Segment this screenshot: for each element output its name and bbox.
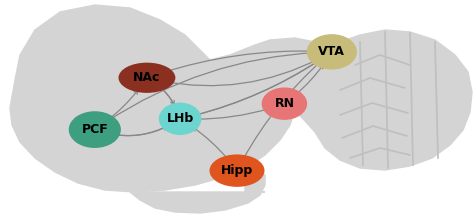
Polygon shape [10,5,335,192]
Ellipse shape [210,154,264,187]
Polygon shape [295,68,320,132]
Polygon shape [310,30,472,170]
Ellipse shape [69,111,121,148]
Ellipse shape [307,34,357,70]
Ellipse shape [262,87,307,120]
Text: VTA: VTA [319,45,345,58]
Text: NAc: NAc [133,71,161,84]
Ellipse shape [159,103,201,135]
Polygon shape [130,168,265,213]
Ellipse shape [118,63,175,93]
Text: PCF: PCF [82,123,108,136]
Text: Hipp: Hipp [221,164,253,177]
Text: LHb: LHb [166,112,194,125]
Text: RN: RN [274,97,294,110]
